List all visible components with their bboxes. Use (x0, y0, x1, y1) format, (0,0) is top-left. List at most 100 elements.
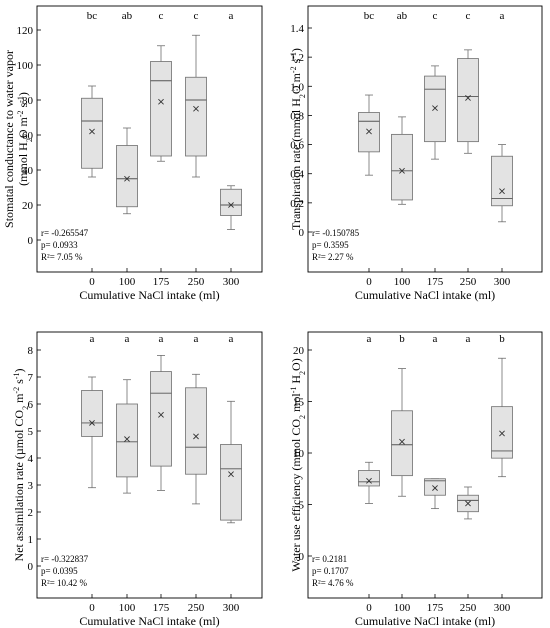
y-tick-label: 120 (17, 25, 34, 37)
mean-marker (193, 105, 199, 112)
y-tick-label: 15 (293, 397, 305, 409)
box-175 (150, 45, 172, 162)
box-300 (491, 144, 513, 223)
mean-marker (158, 98, 164, 105)
y-label-part: ) (12, 369, 26, 373)
y-tick-label: 3 (28, 480, 34, 492)
significance-letter: a (229, 333, 234, 345)
x-axis-label: Cumulative NaCl intake (ml) (355, 288, 495, 302)
y-tick-label: 80 (22, 95, 34, 107)
mean-marker (465, 500, 471, 507)
x-tick-label: 300 (494, 276, 511, 288)
y-tick-label: 0.8 (290, 110, 304, 122)
box-0 (358, 94, 380, 176)
x-tick-label: 0 (366, 602, 372, 614)
y-label-part: s (12, 379, 26, 387)
iqr-box (220, 188, 242, 216)
x-tick-label: 175 (427, 276, 444, 288)
stat-r: r= -0.265547 (41, 228, 89, 238)
y-tick-label: 8 (28, 345, 34, 357)
y-tick-label: 6 (28, 399, 34, 411)
stat-r2: R²= 10.42 % (41, 578, 88, 588)
box-0 (81, 376, 103, 489)
y-label-part: s (289, 58, 303, 66)
significance-letter: a (367, 333, 372, 345)
box-175 (424, 478, 446, 510)
y-label-part: Net assimilation rate (µmol CO (12, 410, 26, 562)
y-tick-label: 0 (299, 227, 305, 239)
significance-letter: a (90, 333, 95, 345)
y-label-part: O m (16, 117, 30, 139)
x-axis-label: Cumulative NaCl intake (ml) (79, 614, 219, 628)
mean-marker (89, 128, 95, 135)
significance-letter: b (499, 333, 505, 345)
y-axis-label-line2: (mmol H2O m-2 s-1) (16, 92, 34, 186)
iqr-box (358, 470, 380, 487)
y-tick-label: 7 (28, 372, 34, 384)
iqr-box (491, 406, 513, 459)
y-axis-label: Net assimilation rate (µmol CO2 m-2 s-1) (12, 369, 30, 562)
y-label-part: ) (16, 92, 30, 96)
mean-marker (124, 436, 130, 443)
significance-letter: a (500, 10, 505, 22)
y-tick-label: 0 (28, 235, 34, 247)
plot-frame (307, 331, 543, 599)
stat-p: p= 0.3595 (312, 240, 349, 250)
x-tick-label: 300 (494, 602, 511, 614)
y-tick-label: 4 (28, 453, 34, 465)
y-label-part: s (16, 103, 30, 111)
x-tick-label: 100 (394, 276, 411, 288)
box-250 (185, 373, 207, 505)
x-tick-label: 0 (366, 276, 372, 288)
chart-panel-2: 0 0.2 0.4 0.6 0.8 1.0 1.2 1.4 0 100 175 250 300Cumul… (289, 5, 543, 302)
stat-r2: R²= 7.05 % (41, 252, 83, 262)
stat-p: p= 0.0395 (41, 566, 78, 576)
iqr-box (185, 387, 207, 475)
stat-r: r= 0.2181 (312, 554, 347, 564)
box-300 (491, 357, 513, 478)
box-100 (116, 379, 138, 494)
mean-marker (366, 477, 372, 484)
box-250 (457, 486, 479, 520)
y-tick-label: 20 (22, 200, 34, 212)
x-tick-label: 250 (460, 276, 477, 288)
y-tick-label: 5 (28, 426, 34, 438)
significance-letter: c (433, 10, 438, 22)
y-label-part: mol (289, 393, 303, 415)
y-label-sup: -1 (289, 387, 298, 394)
y-label-part: O) (289, 358, 303, 371)
significance-letter: c (466, 10, 471, 22)
mean-marker (432, 105, 438, 112)
y-tick-label: 1 (28, 534, 34, 546)
x-axis-label: Cumulative NaCl intake (ml) (355, 614, 495, 628)
iqr-box (81, 390, 103, 437)
x-tick-label: 175 (153, 276, 170, 288)
y-tick-label: 1.4 (290, 23, 304, 35)
box-100 (116, 127, 138, 215)
y-tick-label: 40 (22, 165, 34, 177)
y-label-sup: -1 (12, 373, 21, 380)
x-tick-label: 100 (394, 602, 411, 614)
iqr-box (424, 478, 446, 496)
stat-r: r= -0.322837 (41, 554, 89, 564)
y-axis-label: Transpiration rate (mmol H2O m-2 s-1) (289, 48, 307, 230)
iqr-box (150, 371, 172, 467)
iqr-box (81, 97, 103, 169)
significance-letter: b (399, 333, 405, 345)
iqr-box (220, 444, 242, 521)
chart-panel-3: 0 1 2 3 4 5 6 7 8 0 100 175 250 300 Cumulative NaCl in… (12, 331, 263, 628)
mean-marker (228, 471, 234, 478)
x-tick-label: 0 (89, 602, 95, 614)
y-tick-label: 5 (299, 500, 305, 512)
iqr-box (116, 145, 138, 208)
chart-panel-1: 0 20 40 60 80 100 120 0 100 175 250 300 Cumulative N… (2, 5, 263, 302)
stat-r: r= -0.150785 (312, 228, 360, 238)
box-300 (220, 185, 242, 230)
y-tick-label: 0.6 (290, 140, 304, 152)
y-label-part: Transpiration rate (mmol H (289, 98, 303, 230)
mean-marker (158, 411, 164, 418)
iqr-box (358, 112, 380, 153)
box-175 (150, 354, 172, 491)
